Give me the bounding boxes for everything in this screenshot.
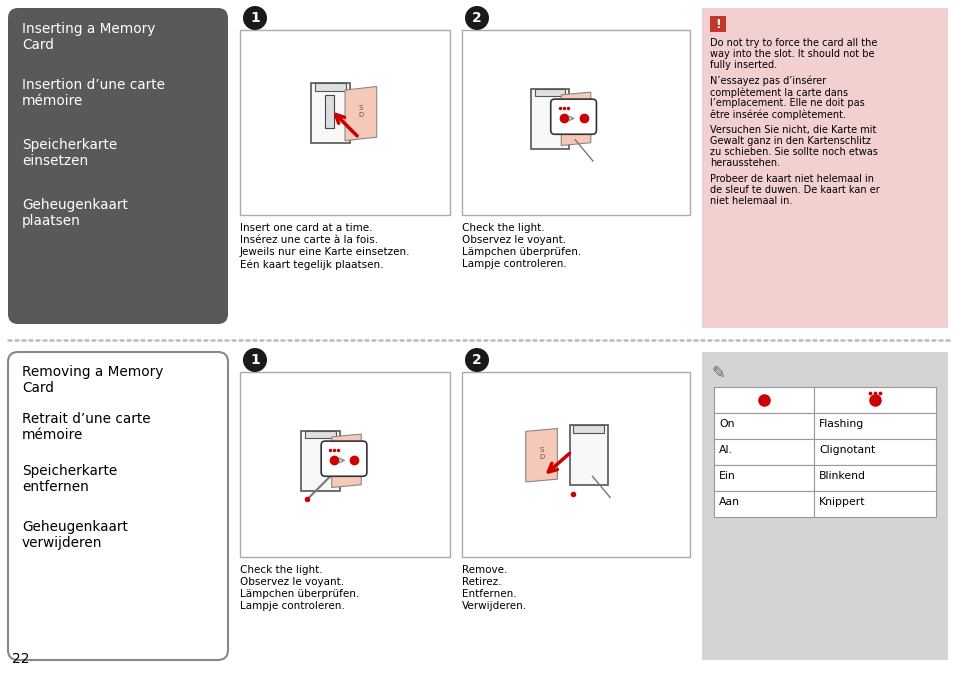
Text: complètement la carte dans: complètement la carte dans: [709, 87, 847, 98]
Text: S
D: S D: [538, 448, 543, 460]
Bar: [813, 465, 935, 491]
Polygon shape: [560, 92, 590, 145]
Text: Flashing: Flashing: [818, 419, 863, 429]
Bar: [240, 30, 450, 215]
Text: herausstehen.: herausstehen.: [709, 158, 780, 168]
Bar: [713, 465, 813, 491]
Circle shape: [243, 6, 267, 30]
FancyBboxPatch shape: [8, 352, 228, 660]
Bar: [709, 16, 725, 32]
Text: l’emplacement. Elle ne doit pas: l’emplacement. Elle ne doit pas: [709, 98, 863, 108]
Text: Aan: Aan: [719, 497, 740, 507]
Circle shape: [243, 348, 267, 372]
Text: Observez le voyant.: Observez le voyant.: [240, 577, 344, 587]
Text: 22: 22: [12, 652, 30, 666]
Bar: [314, 83, 346, 91]
Text: être insérée complètement.: être insérée complètement.: [709, 109, 845, 120]
Text: niet helemaal in.: niet helemaal in.: [709, 196, 792, 206]
Text: Lämpchen überprüfen.: Lämpchen überprüfen.: [461, 247, 580, 257]
Bar: [324, 96, 335, 128]
Bar: [713, 491, 813, 517]
Bar: [573, 425, 603, 433]
Text: Speicherkarte
entfernen: Speicherkarte entfernen: [22, 464, 117, 494]
Bar: [534, 89, 565, 96]
Text: de sleuf te duwen. De kaart kan er: de sleuf te duwen. De kaart kan er: [709, 185, 879, 195]
Text: Eén kaart tegelijk plaatsen.: Eén kaart tegelijk plaatsen.: [240, 259, 383, 269]
Bar: [813, 491, 935, 517]
Bar: [713, 387, 813, 413]
Bar: [305, 431, 335, 438]
Text: Geheugenkaart
plaatsen: Geheugenkaart plaatsen: [22, 198, 128, 228]
Text: On: On: [719, 419, 734, 429]
Polygon shape: [332, 434, 361, 487]
Text: Do not try to force the card all the: Do not try to force the card all the: [709, 38, 877, 48]
Bar: [240, 372, 450, 557]
Text: Blinkend: Blinkend: [818, 471, 865, 481]
Text: 2: 2: [472, 353, 481, 367]
Text: N’essayez pas d’insérer: N’essayez pas d’insérer: [709, 76, 825, 87]
Polygon shape: [345, 87, 376, 141]
Text: Jeweils nur eine Karte einsetzen.: Jeweils nur eine Karte einsetzen.: [240, 247, 410, 257]
Bar: [713, 439, 813, 465]
Text: Check the light.: Check the light.: [461, 223, 544, 233]
Text: Retrait d’une carte
mémoire: Retrait d’une carte mémoire: [22, 412, 151, 442]
Text: Probeer de kaart niet helemaal in: Probeer de kaart niet helemaal in: [709, 174, 873, 184]
Text: Inserting a Memory
Card: Inserting a Memory Card: [22, 22, 155, 52]
Text: Gewalt ganz in den Kartenschlitz: Gewalt ganz in den Kartenschlitz: [709, 136, 870, 146]
Text: Insérez une carte à la fois.: Insérez une carte à la fois.: [240, 235, 377, 245]
Text: Versuchen Sie nicht, die Karte mit: Versuchen Sie nicht, die Karte mit: [709, 125, 876, 135]
Bar: [713, 413, 813, 439]
Text: Lampje controleren.: Lampje controleren.: [461, 259, 566, 269]
FancyBboxPatch shape: [8, 8, 228, 324]
Bar: [701, 352, 947, 660]
Text: Geheugenkaart
verwijderen: Geheugenkaart verwijderen: [22, 520, 128, 551]
Circle shape: [464, 348, 489, 372]
Text: Speicherkarte
einsetzen: Speicherkarte einsetzen: [22, 138, 117, 168]
Text: !: !: [715, 17, 720, 30]
Bar: [301, 431, 339, 491]
Bar: [813, 387, 935, 413]
Text: 1: 1: [250, 353, 259, 367]
Text: fully inserted.: fully inserted.: [709, 60, 777, 70]
Text: Check the light.: Check the light.: [240, 565, 322, 575]
Text: Remove.: Remove.: [461, 565, 507, 575]
Text: way into the slot. It should not be: way into the slot. It should not be: [709, 49, 874, 59]
Bar: [311, 83, 350, 143]
Text: Ein: Ein: [719, 471, 735, 481]
Text: Lämpchen überprüfen.: Lämpchen überprüfen.: [240, 589, 359, 599]
Bar: [530, 89, 569, 149]
Text: Clignotant: Clignotant: [818, 445, 874, 455]
Bar: [701, 8, 947, 328]
FancyBboxPatch shape: [321, 441, 367, 476]
Text: 1: 1: [250, 11, 259, 25]
Text: Knippert: Knippert: [818, 497, 864, 507]
Text: zu schieben. Sie sollte noch etwas: zu schieben. Sie sollte noch etwas: [709, 147, 877, 157]
Text: Insertion d’une carte
mémoire: Insertion d’une carte mémoire: [22, 78, 165, 108]
Text: Removing a Memory
Card: Removing a Memory Card: [22, 365, 163, 395]
Circle shape: [464, 6, 489, 30]
Text: Observez le voyant.: Observez le voyant.: [461, 235, 565, 245]
Text: Insert one card at a time.: Insert one card at a time.: [240, 223, 372, 233]
Bar: [813, 439, 935, 465]
Text: Al.: Al.: [719, 445, 732, 455]
Polygon shape: [525, 429, 557, 482]
Text: Retirez.: Retirez.: [461, 577, 501, 587]
Bar: [461, 30, 689, 215]
Text: ✎: ✎: [711, 364, 725, 382]
Text: S
D: S D: [358, 106, 363, 118]
Bar: [813, 413, 935, 439]
Text: Lampje controleren.: Lampje controleren.: [240, 601, 344, 611]
FancyBboxPatch shape: [550, 99, 596, 135]
Text: 2: 2: [472, 11, 481, 25]
Text: Verwijderen.: Verwijderen.: [461, 601, 527, 611]
Bar: [569, 425, 607, 485]
Text: Entfernen.: Entfernen.: [461, 589, 517, 599]
Bar: [461, 372, 689, 557]
